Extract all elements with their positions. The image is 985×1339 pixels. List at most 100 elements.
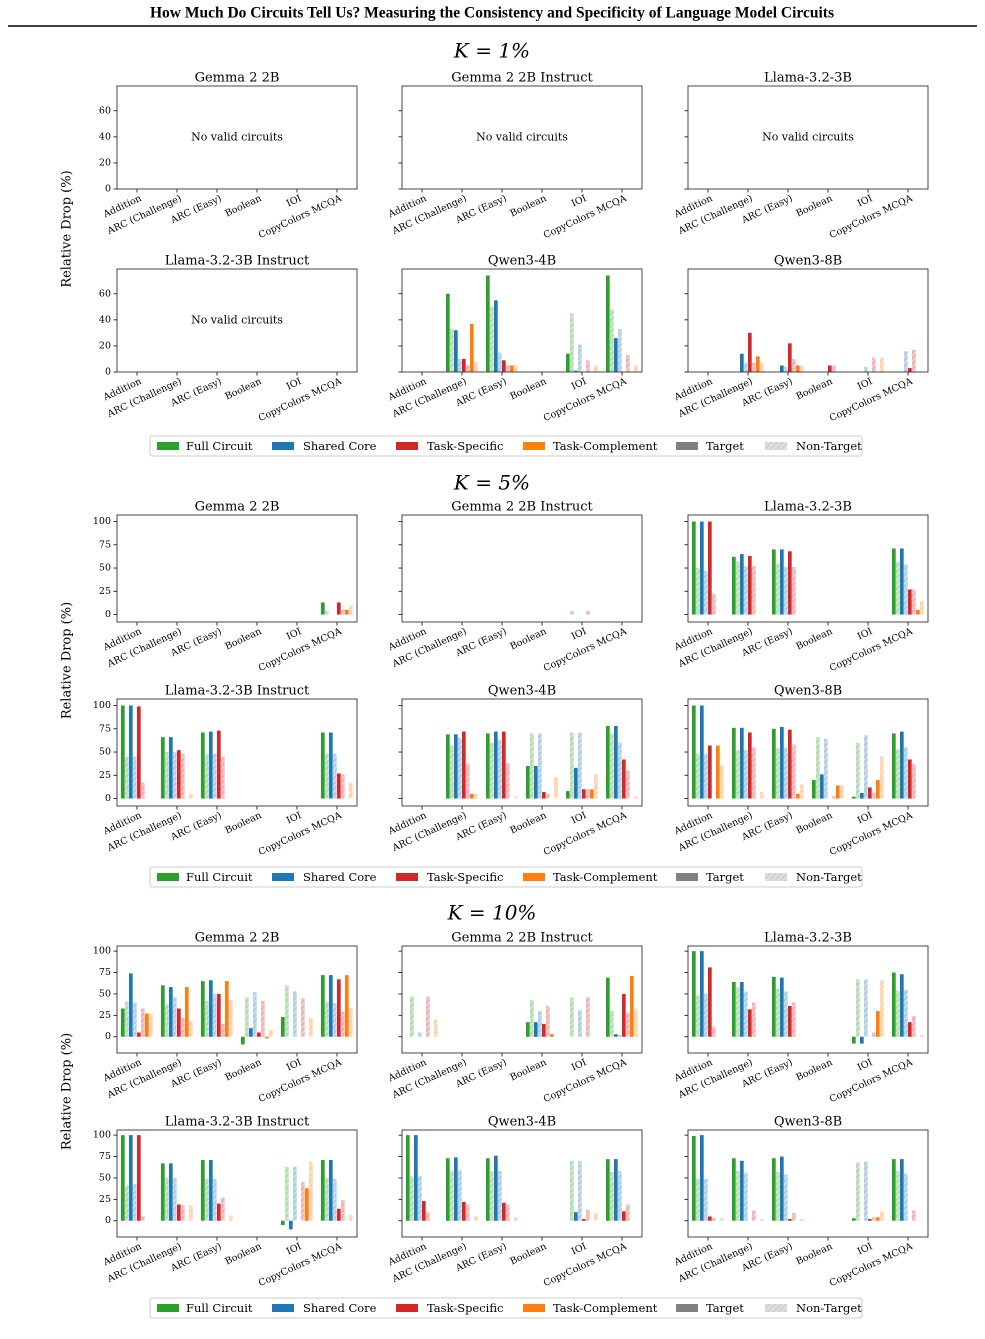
legend-label: Full Circuit <box>186 1301 253 1315</box>
bar-target <box>748 1009 752 1037</box>
bar-non-target <box>872 1032 876 1037</box>
bar-target <box>137 706 141 799</box>
bar-non-target <box>626 355 630 372</box>
bar-target <box>185 987 189 1037</box>
page-title: How Much Do Circuits Tell Us? Measuring … <box>150 5 834 22</box>
legend-swatch <box>272 873 294 881</box>
x-tick-label: IOI <box>285 193 304 210</box>
legend-box <box>149 1297 863 1319</box>
bar-non-target <box>269 1029 273 1037</box>
x-tick-label: Boolean <box>794 193 834 219</box>
bar-target <box>756 356 760 372</box>
bar-non-target <box>341 1200 345 1221</box>
bar-target <box>622 1211 626 1221</box>
bar-non-target <box>474 793 478 799</box>
y-tick-label: 75 <box>99 539 111 550</box>
bar-target <box>892 733 896 799</box>
legend-label: Task-Complement <box>553 1301 658 1315</box>
bar-target <box>708 521 712 615</box>
x-tick-label: Boolean <box>794 810 834 836</box>
bar-target <box>732 556 736 615</box>
x-tick-label: IOI <box>856 376 875 393</box>
bar-non-target <box>570 997 574 1037</box>
bar-non-target <box>141 782 145 799</box>
y-tick-label: 40 <box>99 131 111 142</box>
bar-target <box>772 1158 776 1221</box>
bar-non-target <box>245 997 249 1037</box>
bar-target <box>241 1036 245 1045</box>
bar-non-target <box>181 753 185 799</box>
bar-non-target <box>720 1218 724 1221</box>
bar-non-target <box>301 998 305 1037</box>
bar-target <box>716 745 720 799</box>
bar-target <box>700 705 704 799</box>
legend-swatch <box>396 442 418 450</box>
bar-non-target <box>293 1166 297 1221</box>
bar-non-target <box>490 306 494 372</box>
bar-target <box>868 787 872 799</box>
x-tick-label: IOI <box>285 1241 304 1258</box>
bar-target <box>217 993 221 1037</box>
bar-non-target <box>594 1213 598 1221</box>
bar-target <box>780 365 784 372</box>
bar-target <box>892 548 896 615</box>
bar-non-target <box>704 1178 708 1221</box>
bar-non-target <box>301 1182 305 1221</box>
legend-box <box>149 866 863 888</box>
bar-non-target <box>426 1212 430 1221</box>
bar-non-target <box>586 997 590 1037</box>
bar-target <box>876 1217 880 1221</box>
panel-title: Llama-3.2-3B Instruct <box>165 254 310 269</box>
bar-target <box>337 1208 341 1221</box>
bar-non-target <box>744 750 748 799</box>
bar-target <box>828 365 832 372</box>
bar-non-target <box>800 784 804 799</box>
bar-target <box>470 793 474 799</box>
bar-non-target <box>752 1210 756 1221</box>
y-tick-label: 25 <box>99 1194 111 1205</box>
bar-target <box>121 1008 125 1037</box>
bar-target <box>732 727 736 799</box>
bar-non-target <box>594 365 598 372</box>
bar-non-target <box>824 739 828 799</box>
bar-non-target <box>618 742 622 799</box>
bar-non-target <box>704 993 708 1037</box>
bar-target <box>614 1159 618 1221</box>
bar-target <box>700 1135 704 1221</box>
bar-non-target <box>458 1170 462 1221</box>
bar-non-target <box>514 1217 518 1221</box>
bar-non-target <box>760 1219 764 1221</box>
legend-label: Task-Specific <box>427 870 503 884</box>
bar-non-target <box>864 735 868 799</box>
bar-target <box>454 1157 458 1221</box>
bar-non-target <box>784 1174 788 1221</box>
bar-non-target <box>696 995 700 1037</box>
bar-non-target <box>474 1216 478 1221</box>
bar-target <box>748 332 752 372</box>
bar-target <box>812 779 816 799</box>
legend-label: Task-Complement <box>553 870 658 884</box>
axes-frame <box>401 514 643 623</box>
bar-target <box>446 293 450 372</box>
bar-non-target <box>880 1211 884 1221</box>
bar-target <box>257 1032 261 1037</box>
y-tick-label: 50 <box>99 747 111 758</box>
axes-frame <box>116 514 358 623</box>
bar-non-target <box>349 1007 353 1037</box>
bar-non-target <box>578 344 582 372</box>
bar-target <box>692 705 696 799</box>
axes-frame <box>116 698 358 807</box>
x-tick-label: IOI <box>856 1057 875 1074</box>
bar-non-target <box>832 365 836 372</box>
panel-title: Llama-3.2-3B <box>764 500 852 515</box>
panel-title: Llama-3.2-3B Instruct <box>165 1115 310 1130</box>
bar-non-target <box>546 1005 550 1037</box>
bar-target <box>542 1023 546 1037</box>
bar-non-target <box>634 365 638 372</box>
bar-target <box>900 974 904 1037</box>
bar-non-target <box>341 1011 345 1037</box>
bar-non-target <box>736 987 740 1037</box>
bar-non-target <box>626 1012 630 1037</box>
bar-non-target <box>904 1173 908 1221</box>
bar-non-target <box>792 358 796 372</box>
